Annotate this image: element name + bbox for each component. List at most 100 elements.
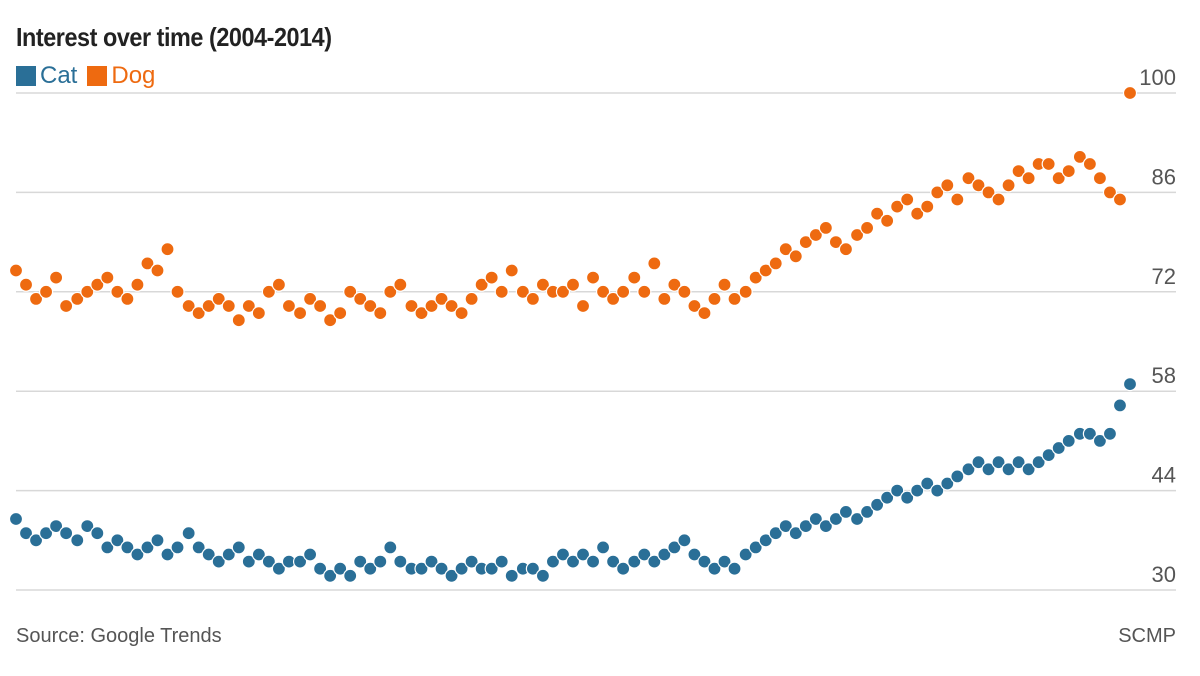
y-tick-label-58: 58 bbox=[1152, 363, 1176, 388]
cat-point bbox=[545, 554, 561, 569]
cat-point bbox=[971, 455, 986, 470]
dog-point bbox=[585, 270, 601, 285]
legend: Cat Dog bbox=[16, 62, 155, 90]
dog-point bbox=[80, 284, 95, 299]
cat-point bbox=[585, 554, 601, 569]
cat-point bbox=[302, 547, 318, 562]
dog-point bbox=[363, 298, 378, 314]
cat-point bbox=[1082, 426, 1097, 441]
dog-point bbox=[920, 199, 935, 214]
cat-point bbox=[930, 483, 945, 498]
cat-point bbox=[890, 483, 905, 498]
cat-point bbox=[738, 547, 753, 562]
dog-point bbox=[657, 291, 672, 306]
cat-point bbox=[181, 526, 196, 541]
dog-point bbox=[18, 277, 34, 292]
dog-point bbox=[130, 277, 145, 292]
dog-point bbox=[1102, 185, 1118, 200]
cat-point bbox=[484, 561, 499, 576]
cat-point bbox=[393, 554, 408, 569]
cat-point bbox=[1122, 377, 1138, 392]
dog-point bbox=[859, 220, 875, 235]
cat-point bbox=[100, 540, 115, 555]
dog-point bbox=[798, 235, 813, 250]
dog-point bbox=[595, 284, 611, 299]
cat-point bbox=[1092, 433, 1108, 448]
dog-point bbox=[424, 298, 439, 314]
dog-point bbox=[504, 263, 519, 278]
dog-point bbox=[201, 298, 216, 314]
dog-point bbox=[211, 291, 226, 306]
dog-point bbox=[1092, 171, 1108, 186]
cat-point bbox=[170, 540, 185, 555]
dog-point bbox=[738, 284, 753, 299]
dog-point bbox=[1061, 164, 1076, 179]
data-points bbox=[8, 85, 1138, 583]
cat-point bbox=[80, 518, 95, 534]
cat-point bbox=[1051, 440, 1066, 456]
cat-point bbox=[677, 533, 692, 548]
y-tick-label-30: 30 bbox=[1152, 562, 1176, 587]
cat-point bbox=[454, 561, 469, 576]
cat-point bbox=[221, 547, 236, 562]
dog-point bbox=[1072, 149, 1087, 164]
dog-point bbox=[271, 277, 287, 292]
dog-point bbox=[474, 277, 489, 292]
cat-point bbox=[424, 554, 439, 569]
cat-point bbox=[201, 547, 216, 562]
dog-point bbox=[120, 291, 135, 306]
cat-point bbox=[231, 540, 246, 555]
cat-point bbox=[59, 526, 74, 541]
cat-point bbox=[788, 526, 803, 541]
cat-point bbox=[657, 547, 672, 562]
cat-point bbox=[504, 568, 519, 583]
cat-point bbox=[637, 547, 652, 562]
dog-point bbox=[707, 291, 722, 306]
cat-point bbox=[1011, 455, 1026, 470]
legend-item-dog: Dog bbox=[87, 62, 155, 90]
dog-point bbox=[961, 171, 976, 186]
dog-point bbox=[100, 270, 115, 285]
cat-point bbox=[961, 462, 976, 477]
dog-point bbox=[1001, 178, 1016, 193]
cat-point bbox=[808, 511, 823, 527]
cat-point bbox=[120, 540, 135, 555]
legend-item-cat: Cat bbox=[16, 62, 77, 90]
cat-point bbox=[241, 554, 256, 569]
cat-point bbox=[313, 561, 328, 576]
dog-point bbox=[59, 298, 74, 314]
cat-point bbox=[464, 554, 479, 569]
dog-point bbox=[727, 291, 742, 306]
cat-point bbox=[880, 490, 895, 505]
cat-point bbox=[758, 533, 773, 548]
dog-point bbox=[981, 185, 996, 200]
cat-point bbox=[444, 568, 459, 583]
dog-point bbox=[525, 291, 540, 306]
dog-point bbox=[900, 192, 915, 207]
cat-point bbox=[778, 518, 793, 534]
cat-point bbox=[818, 518, 833, 534]
cat-point bbox=[494, 554, 509, 569]
dog-point bbox=[758, 263, 773, 278]
cat-point bbox=[28, 533, 44, 548]
dog-point bbox=[343, 284, 358, 299]
cat-point bbox=[535, 568, 551, 583]
dog-point bbox=[70, 291, 85, 306]
cat-point bbox=[697, 554, 712, 569]
cat-point bbox=[140, 540, 155, 555]
dog-point bbox=[221, 298, 236, 314]
legend-label-dog: Dog bbox=[111, 62, 156, 89]
cat-point bbox=[565, 554, 581, 569]
dog-point bbox=[818, 220, 833, 235]
dog-point bbox=[444, 298, 459, 314]
cat-point bbox=[687, 547, 702, 562]
dog-point bbox=[28, 291, 44, 306]
cat-point bbox=[798, 518, 813, 534]
dog-point bbox=[281, 298, 297, 314]
dog-point bbox=[393, 277, 408, 292]
dog-point bbox=[606, 291, 621, 306]
y-tick-label-44: 44 bbox=[1152, 463, 1176, 488]
dog-point bbox=[748, 270, 763, 285]
dog-point bbox=[150, 263, 165, 278]
dog-point bbox=[667, 277, 682, 292]
